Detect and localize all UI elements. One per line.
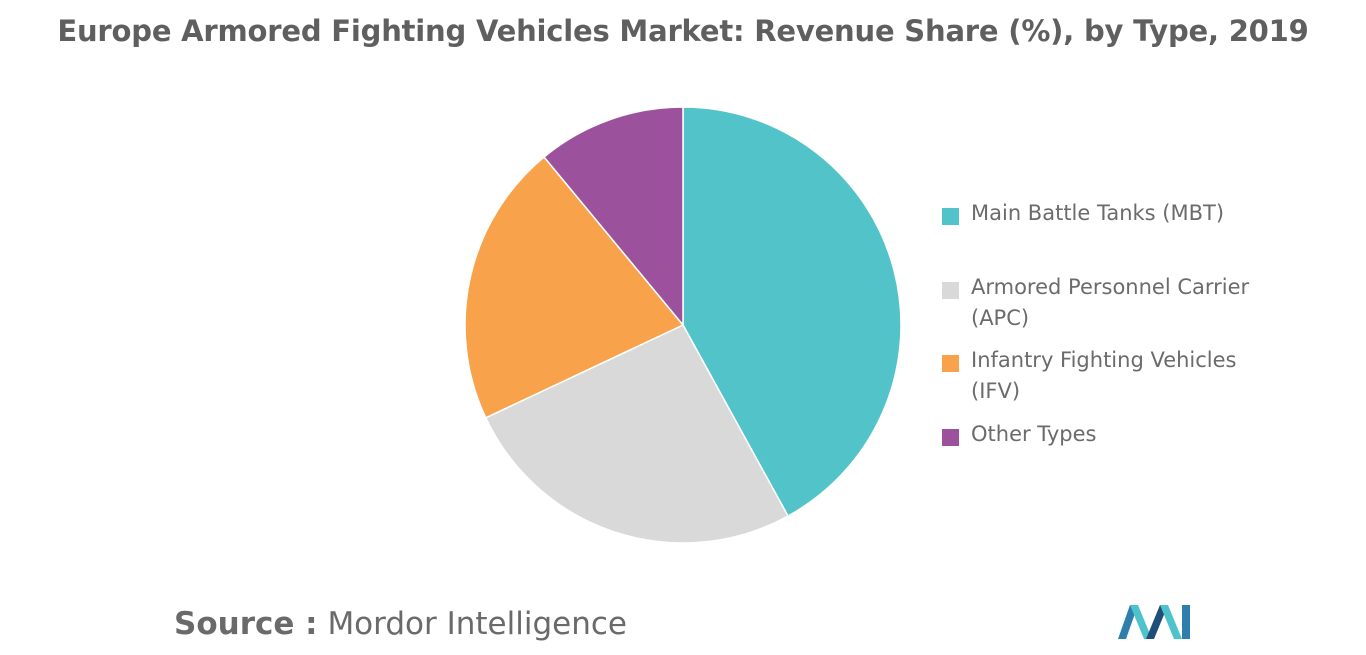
pie-slices <box>464 106 902 544</box>
legend-item-ifv: Infantry Fighting Vehicles (IFV) <box>942 345 1261 407</box>
pie-slice-apc <box>484 324 790 544</box>
legend-label-ifv: Infantry Fighting Vehicles (IFV) <box>971 348 1237 403</box>
source-credit: Source : Mordor Intelligence <box>174 606 627 642</box>
legend-swatch-other <box>942 429 959 446</box>
pie-slice-ifv <box>464 155 685 419</box>
legend-swatch-apc <box>942 282 959 299</box>
legend-swatch-ifv <box>942 355 959 372</box>
legend-item-apc: Armored Personnel Carrier (APC) <box>942 272 1311 334</box>
legend-label-apc: Armored Personnel Carrier (APC) <box>971 275 1250 330</box>
legend-label-mbt: Main Battle Tanks (MBT) <box>971 201 1225 225</box>
legend-label-other: Other Types <box>971 422 1097 446</box>
source-name: Mordor Intelligence <box>327 606 627 642</box>
legend-swatch-mbt <box>942 208 959 225</box>
source-prefix: Source : <box>174 606 318 642</box>
legend-item-other: Other Types <box>942 419 1311 450</box>
legend-item-mbt: Main Battle Tanks (MBT) <box>942 198 1311 229</box>
pie-slice-other <box>542 106 684 328</box>
chart-title: Europe Armored Fighting Vehicles Market:… <box>57 14 1309 48</box>
pie-slice-mbt <box>682 106 902 518</box>
mordor-intelligence-logo-icon <box>1118 605 1190 639</box>
